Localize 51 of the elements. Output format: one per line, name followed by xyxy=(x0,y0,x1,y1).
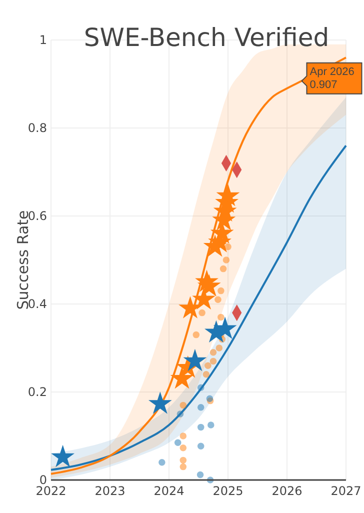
point xyxy=(216,184,240,206)
point xyxy=(170,366,194,389)
point xyxy=(206,395,214,402)
point xyxy=(148,392,172,414)
x-tick-label: 2023 xyxy=(94,484,126,498)
point xyxy=(210,358,217,365)
x-tick-label: 2026 xyxy=(272,484,302,498)
point xyxy=(180,444,187,452)
point xyxy=(192,331,200,338)
point xyxy=(210,349,217,356)
point xyxy=(176,410,184,418)
x-tick-label: 2022 xyxy=(36,484,66,498)
annotation: Apr 2026 0.907 xyxy=(310,66,354,91)
point xyxy=(192,287,216,310)
point xyxy=(216,344,223,352)
point xyxy=(197,384,204,391)
y-tick-label: 0 xyxy=(39,473,47,487)
x-tick-label: 2027 xyxy=(330,484,362,498)
y-tick-label: 0.8 xyxy=(28,121,47,135)
point xyxy=(197,404,204,411)
point xyxy=(180,432,187,440)
point xyxy=(180,402,187,409)
x-tick-label: 2025 xyxy=(212,484,244,498)
point xyxy=(197,274,221,296)
point xyxy=(213,316,237,340)
point xyxy=(214,296,222,303)
x-tick-label: 2024 xyxy=(154,484,184,498)
point xyxy=(180,463,187,470)
point xyxy=(197,442,204,450)
point xyxy=(183,348,207,372)
point xyxy=(224,243,232,250)
point xyxy=(220,265,227,272)
point xyxy=(204,362,212,369)
point xyxy=(198,309,206,316)
line-series xyxy=(50,144,347,471)
point xyxy=(158,459,166,466)
point xyxy=(197,424,204,431)
chart-title: SWE-Bench Verified xyxy=(84,23,330,52)
point xyxy=(196,471,204,478)
point xyxy=(218,314,224,321)
y-tick-label: 0.6 xyxy=(28,209,47,223)
point xyxy=(202,371,210,378)
y-tick-label: 1 xyxy=(39,33,47,47)
point xyxy=(222,256,230,264)
point xyxy=(180,456,187,464)
point xyxy=(208,422,214,428)
point xyxy=(218,287,224,294)
y-tick-label: 0.4 xyxy=(28,297,47,311)
point xyxy=(174,439,182,446)
y-tick-label: 0.2 xyxy=(28,385,47,399)
point xyxy=(51,444,75,468)
